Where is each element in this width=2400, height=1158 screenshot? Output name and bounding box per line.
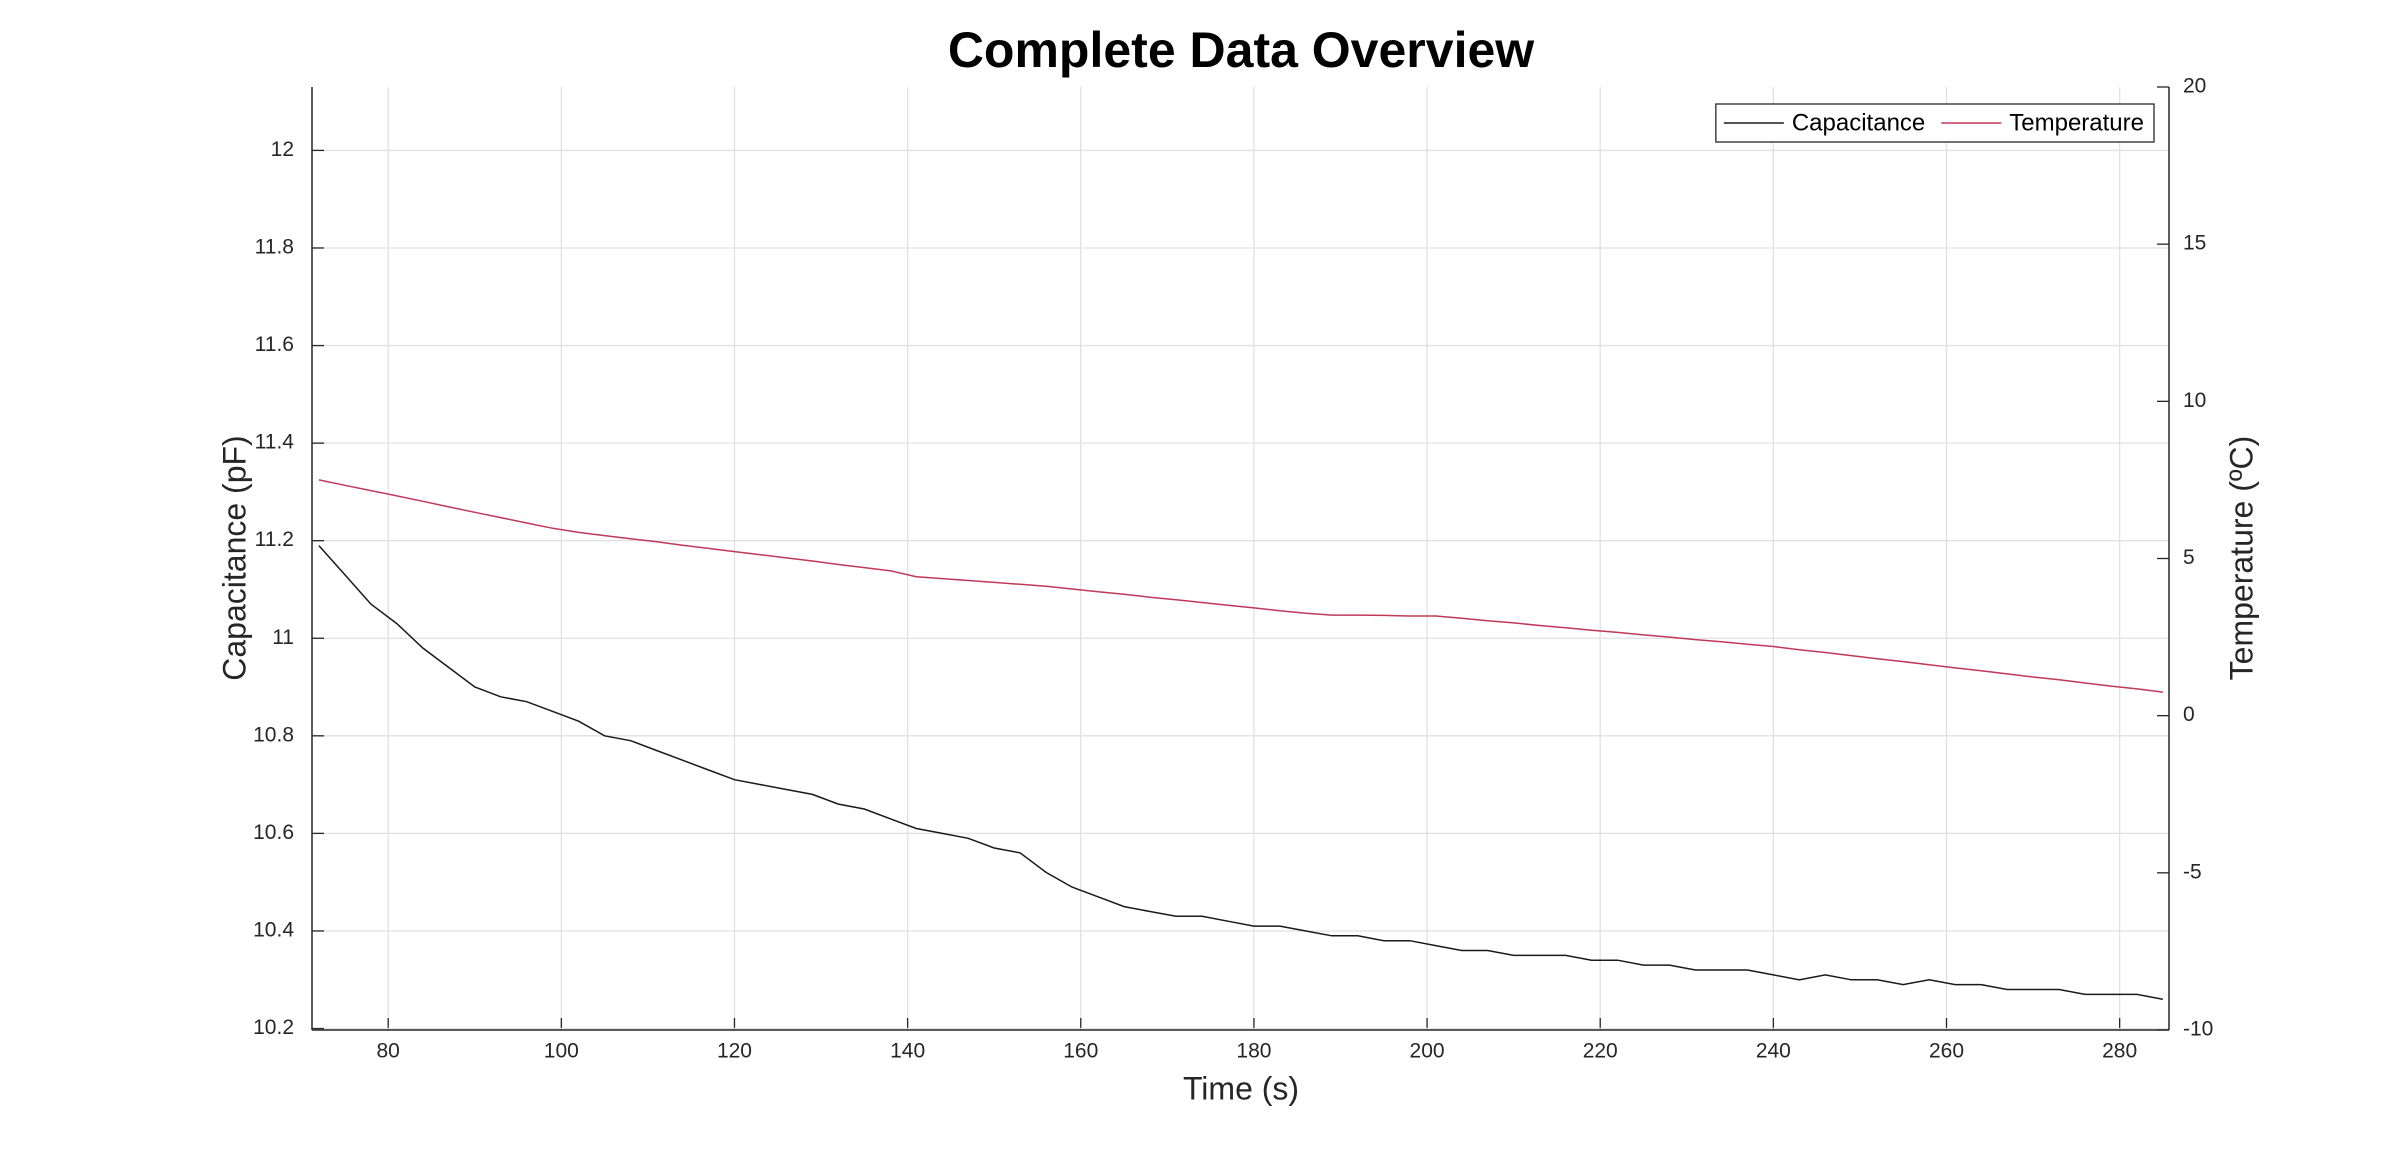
x-tick-label: 160 xyxy=(1063,1040,1098,1063)
x-tick-label: 180 xyxy=(1236,1040,1271,1063)
x-tick-label: 260 xyxy=(1929,1040,1964,1063)
y2-tick-label: 5 xyxy=(2183,546,2195,569)
y-tick-label: 10.4 xyxy=(253,919,294,942)
y-tick-label: 11.6 xyxy=(255,333,294,356)
y2-tick-label: 15 xyxy=(2183,232,2206,255)
y-tick-label: 11.4 xyxy=(255,431,295,454)
x-tick-label: 80 xyxy=(377,1040,400,1063)
data-line xyxy=(318,545,2164,1001)
x-tick-label: 240 xyxy=(1756,1040,1791,1063)
chart-title: Complete Data Overview xyxy=(948,22,1534,78)
x-tick-label: 200 xyxy=(1410,1040,1445,1063)
y-tick-label: 10.6 xyxy=(253,821,294,844)
x-tick-label: 120 xyxy=(717,1040,752,1063)
y-tick-label: 11.2 xyxy=(255,528,294,551)
y-tick-label: 10.8 xyxy=(253,723,294,746)
legend-label: Capacitance xyxy=(1792,109,1925,136)
legend-box xyxy=(1715,103,2155,143)
y2-tick-label: -5 xyxy=(2183,860,2202,883)
x-tick-label: 140 xyxy=(890,1040,925,1063)
legend-label: Temperature xyxy=(2009,109,2144,136)
y-tick-label: 12 xyxy=(271,138,294,161)
y-axis-label: Capacitance (pF) xyxy=(216,435,252,680)
x-tick-label: 100 xyxy=(544,1040,579,1063)
y-tick-label: 11 xyxy=(272,626,294,649)
y2-tick-label: 0 xyxy=(2183,703,2195,726)
y2-tick-label: 20 xyxy=(2183,75,2206,98)
data-line xyxy=(318,479,2163,693)
x-tick-label: 280 xyxy=(2102,1040,2137,1063)
y2-tick-label: -10 xyxy=(2183,1018,2213,1041)
y2-tick-label: 10 xyxy=(2183,389,2206,412)
y-tick-label: 10.2 xyxy=(253,1016,294,1039)
y-tick-label: 11.8 xyxy=(255,236,294,259)
x-axis-label: Time (s) xyxy=(1183,1070,1299,1106)
y2-axis-label: Temperature (ºC) xyxy=(2223,436,2259,681)
x-tick-label: 220 xyxy=(1583,1040,1618,1063)
